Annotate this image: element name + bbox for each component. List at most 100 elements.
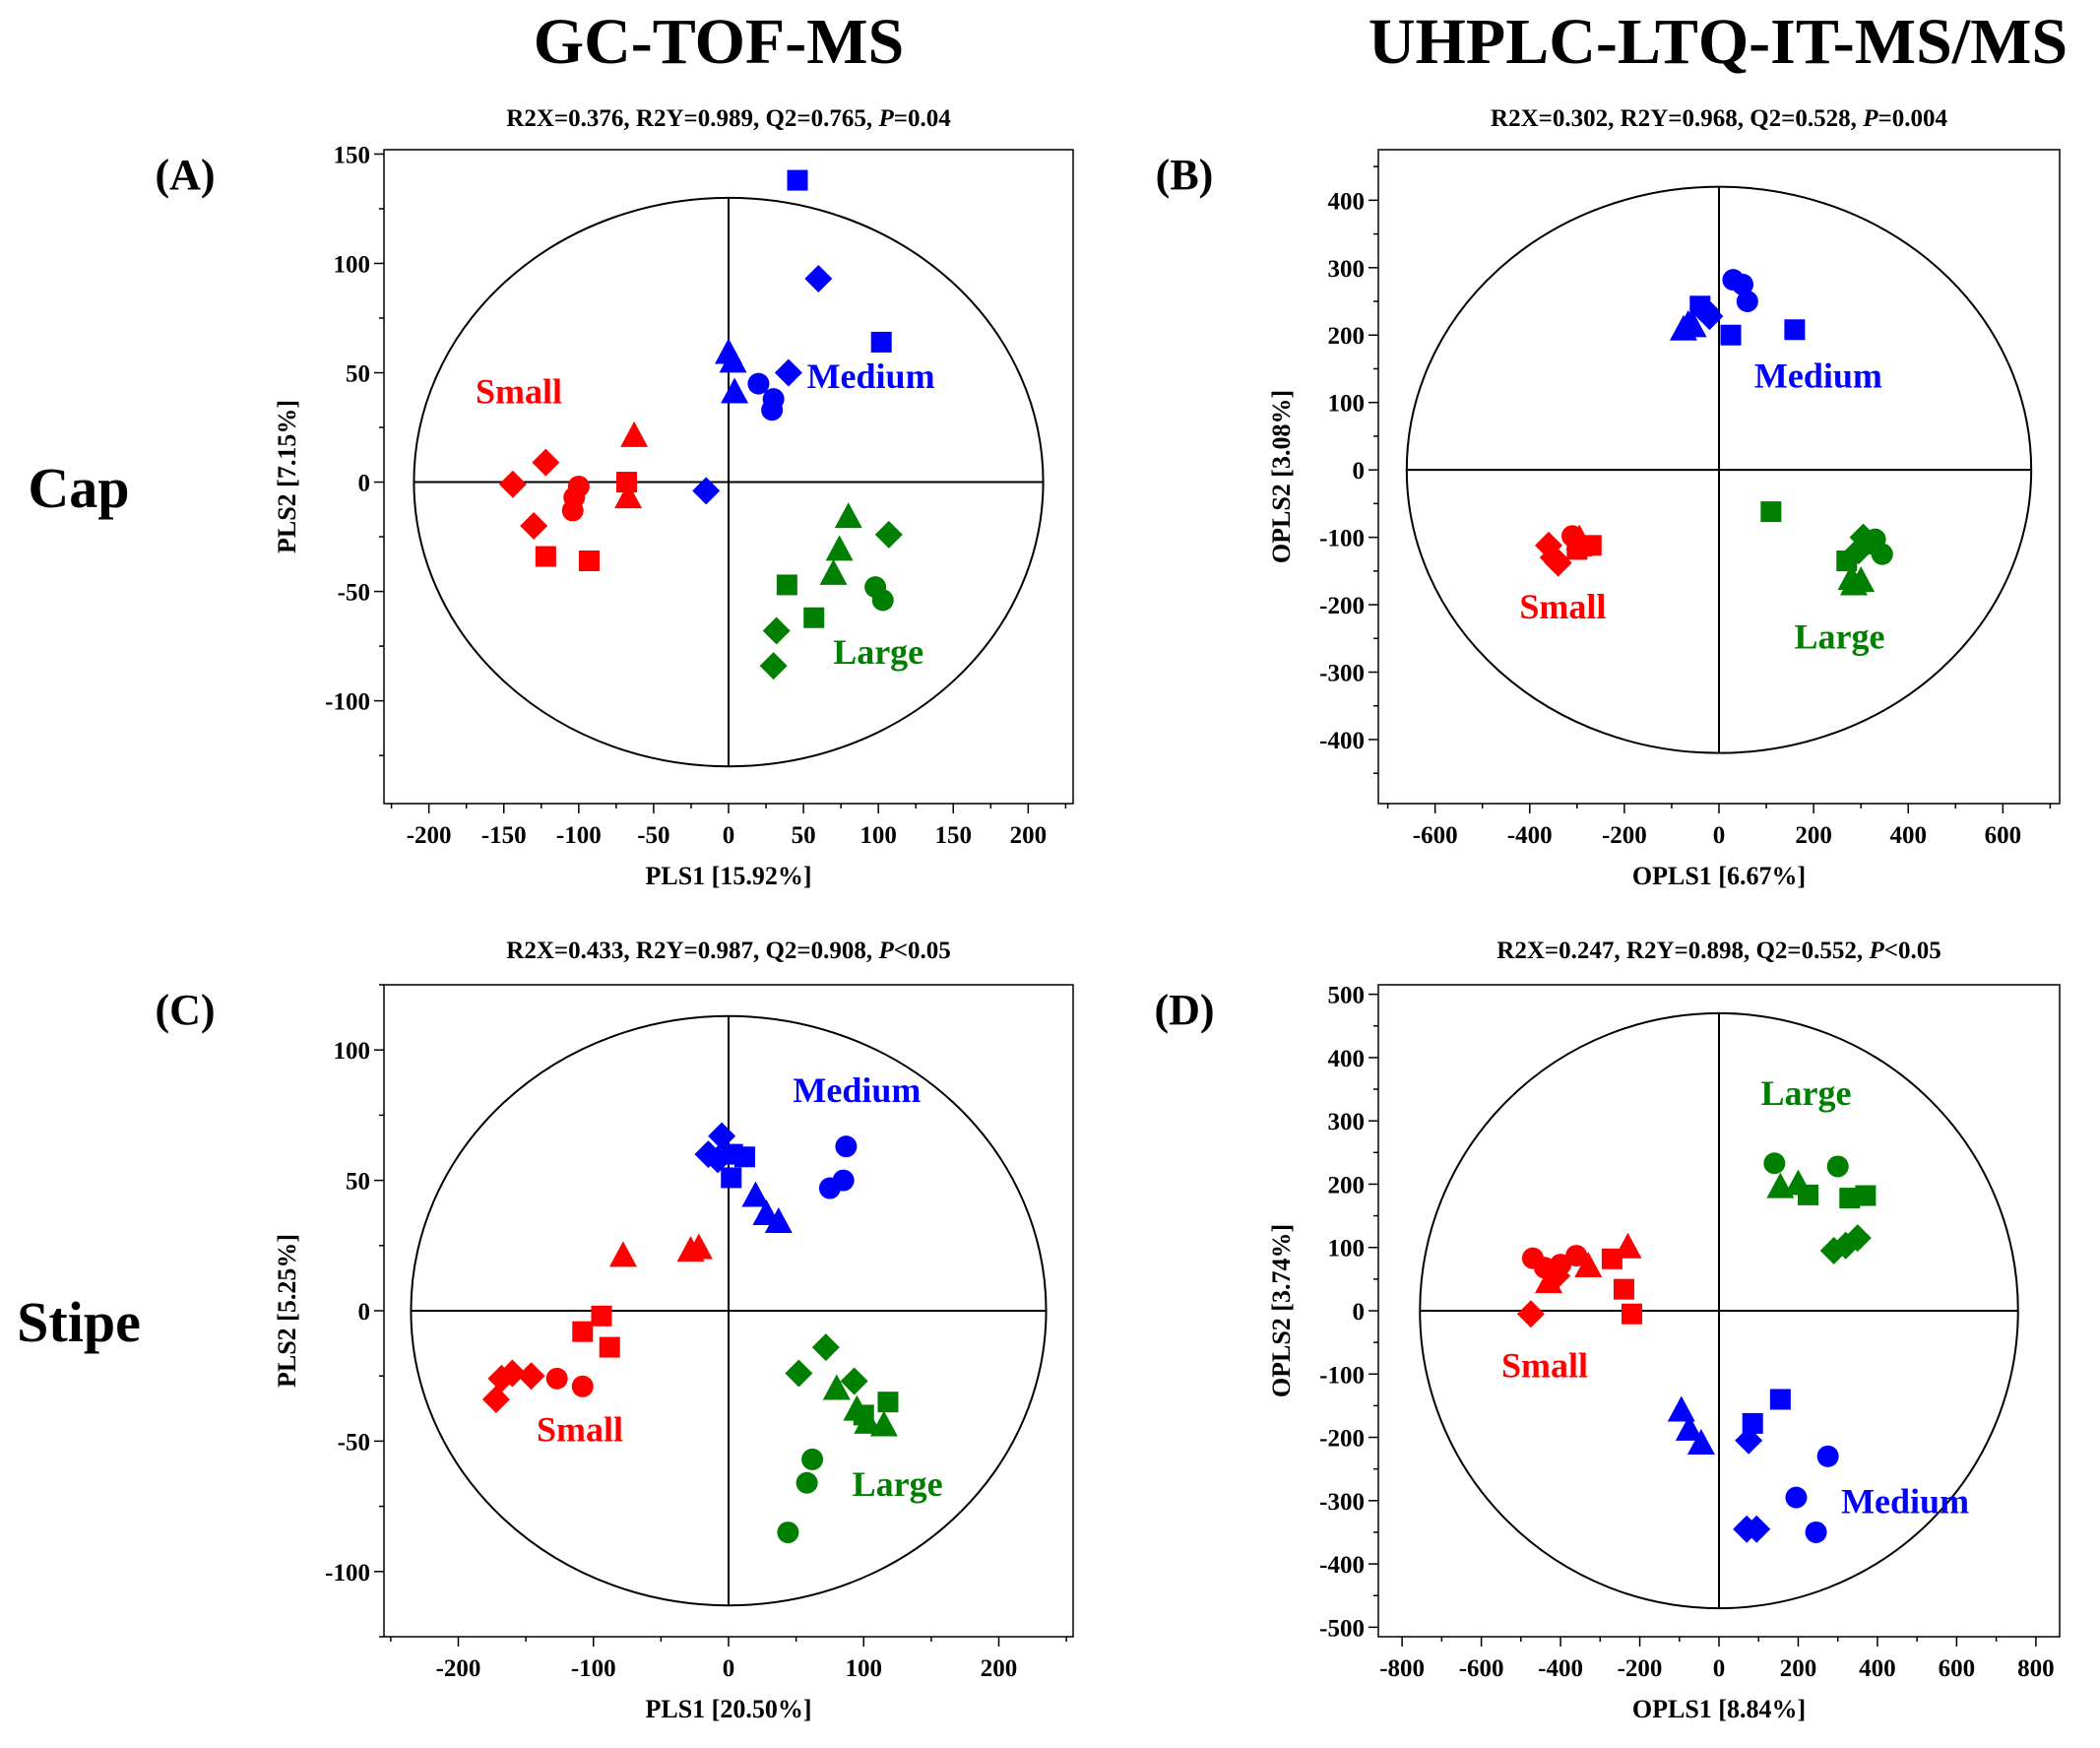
point-medium-circle <box>761 399 784 421</box>
point-small-diamond <box>498 470 527 498</box>
y-tick-label: -50 <box>338 1429 370 1456</box>
group-label-small: Small <box>537 1409 623 1449</box>
point-large-square <box>1855 1185 1877 1206</box>
stats-p-value: =0.04 <box>894 105 951 132</box>
x-tick-label: 200 <box>981 1655 1018 1682</box>
point-small-triangle <box>684 1233 713 1260</box>
point-medium-triangle <box>1675 1414 1703 1441</box>
point-medium-circle <box>1785 1486 1808 1509</box>
point-large-square <box>803 607 825 628</box>
x-tick-label: 100 <box>846 1655 883 1682</box>
point-medium-triangle <box>1667 1395 1695 1422</box>
y-tick-label: -100 <box>1319 1362 1365 1389</box>
stats-p-value: <0.05 <box>894 938 951 964</box>
point-medium-square <box>721 1167 742 1189</box>
point-small-square <box>591 1305 612 1327</box>
x-tick-label: -600 <box>1413 822 1458 849</box>
y-tick-label: 0 <box>1353 458 1366 485</box>
x-tick-label: -600 <box>1459 1655 1504 1682</box>
point-large-triangle <box>834 502 862 529</box>
y-tick-label: -500 <box>1319 1615 1365 1642</box>
x-tick-label: -100 <box>571 1655 616 1682</box>
y-tick-label: 400 <box>1328 188 1366 215</box>
model-stats: R2X=0.247, R2Y=0.898, Q2=0.552, P<0.05 <box>1496 938 1941 964</box>
point-medium-circle <box>835 1135 858 1158</box>
x-tick-label: 100 <box>859 822 897 849</box>
y-tick-label: 200 <box>1328 323 1366 350</box>
point-medium-diamond <box>774 358 802 387</box>
x-tick-label: 400 <box>1889 822 1927 849</box>
panel-a: (A) R2X=0.376, R2Y=0.989, Q2=0.765, P=0.0… <box>155 105 1074 890</box>
point-medium-circle <box>747 372 770 395</box>
point-medium-triangle <box>1686 1428 1715 1455</box>
y-tick-label: 0 <box>1353 1299 1366 1326</box>
y-tick-label: 400 <box>1328 1046 1366 1072</box>
x-tick-label: -800 <box>1379 1655 1425 1682</box>
y-tick-label: 300 <box>1328 256 1366 283</box>
point-medium-square <box>870 331 892 353</box>
point-small-triangle <box>1574 1252 1603 1278</box>
y-tick-label: 200 <box>1328 1172 1366 1198</box>
point-large-circle <box>801 1448 824 1470</box>
group-label-medium: Medium <box>1841 1482 1969 1521</box>
y-tick-label: 300 <box>1328 1109 1366 1135</box>
point-large-triangle <box>869 1410 898 1437</box>
row-header-cap: Cap <box>28 456 129 520</box>
point-large-triangle <box>819 558 848 585</box>
x-tick-label: 400 <box>1859 1655 1896 1682</box>
point-small-diamond <box>1544 549 1572 577</box>
point-medium-square <box>1769 1389 1791 1410</box>
x-tick-label: -400 <box>1538 1655 1583 1682</box>
point-small-square <box>1571 536 1593 557</box>
x-tick-label: 200 <box>1795 822 1832 849</box>
point-large-square <box>1798 1184 1819 1205</box>
point-large-diamond <box>762 616 791 645</box>
y-tick-label: 500 <box>1328 983 1366 1009</box>
y-tick-label: -100 <box>1319 526 1365 552</box>
stats-p-symbol: P <box>1868 938 1884 964</box>
x-axis-label: PLS1 [15.92%] <box>646 862 812 890</box>
stats-p-value: <0.05 <box>1884 938 1941 964</box>
point-medium-triangle <box>721 377 749 404</box>
point-large-circle <box>1862 533 1884 555</box>
point-small-diamond <box>532 448 560 477</box>
point-large-circle <box>871 589 894 612</box>
y-tick-label: -200 <box>1319 1426 1365 1453</box>
y-tick-label: 50 <box>346 361 370 388</box>
x-tick-label: 0 <box>1713 822 1726 849</box>
point-small-diamond <box>1516 1300 1545 1328</box>
x-tick-label: 800 <box>2017 1655 2055 1682</box>
group-label-large: Large <box>1761 1073 1852 1113</box>
point-medium-triangle <box>1674 309 1702 336</box>
x-axis-label: OPLS1 [6.67%] <box>1632 862 1806 890</box>
point-large-triangle <box>825 535 854 561</box>
stats-p-symbol: P <box>877 938 894 964</box>
point-large-diamond <box>874 520 903 549</box>
model-stats: R2X=0.433, R2Y=0.987, Q2=0.908, P<0.05 <box>506 938 950 964</box>
y-tick-label: 50 <box>346 1169 370 1196</box>
point-small-diamond <box>481 1386 510 1414</box>
point-medium-square <box>1784 319 1806 341</box>
point-small-diamond <box>517 1362 545 1391</box>
y-tick-label: 150 <box>334 142 371 168</box>
point-small-square <box>572 1321 594 1342</box>
model-stats: R2X=0.302, R2Y=0.968, Q2=0.528, P=0.004 <box>1491 105 1947 132</box>
y-tick-label: -300 <box>1319 661 1365 687</box>
point-medium-triangle <box>764 1206 793 1233</box>
point-medium-diamond <box>1695 302 1724 331</box>
group-label-small: Small <box>1519 587 1606 626</box>
point-large-square <box>1839 1188 1861 1209</box>
point-medium-diamond <box>804 265 833 293</box>
point-medium-diamond <box>1743 1515 1771 1543</box>
point-small-triangle <box>620 421 649 447</box>
point-small-diamond <box>1543 1262 1571 1290</box>
column-header-uhplc-ms: UHPLC-LTQ-IT-MS/MS <box>1368 6 2068 78</box>
group-label-medium: Medium <box>793 1070 921 1110</box>
point-large-square <box>1836 550 1858 572</box>
x-tick-label: 150 <box>935 822 973 849</box>
x-tick-label: -150 <box>481 822 527 849</box>
point-small-square <box>1621 1303 1642 1325</box>
point-medium-square <box>1720 324 1742 346</box>
y-tick-label: -100 <box>325 689 370 716</box>
